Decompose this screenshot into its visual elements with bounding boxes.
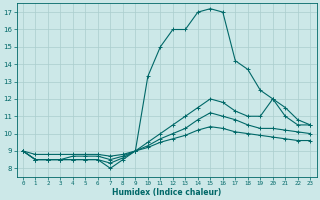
X-axis label: Humidex (Indice chaleur): Humidex (Indice chaleur) [112, 188, 221, 197]
